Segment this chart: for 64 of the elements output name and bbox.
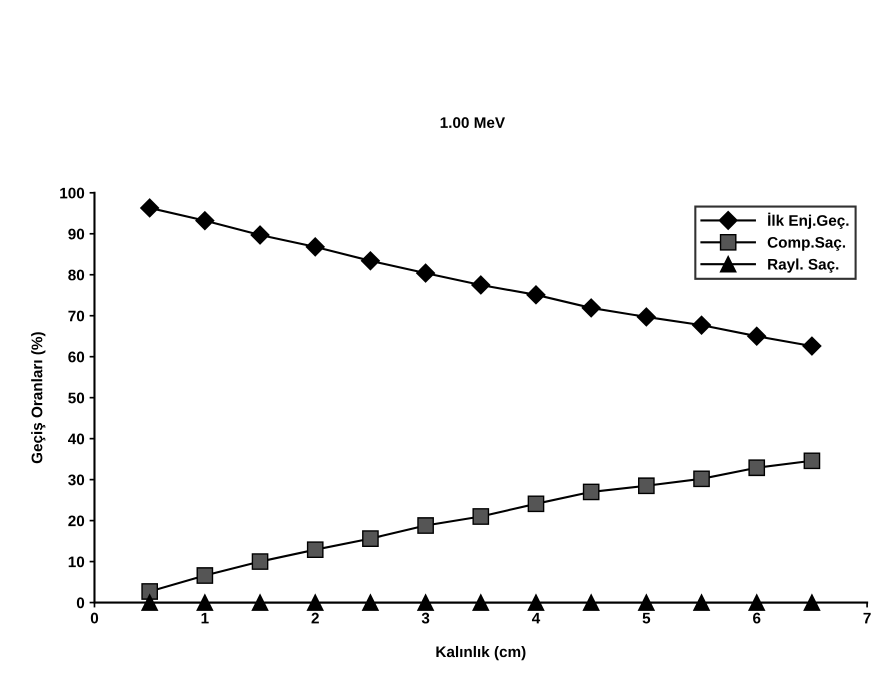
point: [636, 307, 656, 326]
point: [141, 594, 158, 611]
x-tick-label: 5: [642, 612, 650, 624]
legend-label: Rayl. Saç.: [768, 258, 838, 273]
point: [693, 470, 710, 488]
point: [802, 336, 822, 356]
point: [582, 298, 601, 318]
point: [141, 583, 158, 600]
point: [252, 553, 268, 570]
x-tick-label: 4: [532, 612, 540, 624]
point: [472, 594, 490, 611]
point: [804, 452, 820, 470]
point: [692, 316, 712, 335]
point: [360, 251, 380, 270]
y-tick-label: 20: [68, 515, 84, 526]
y-tick-label: 60: [68, 352, 84, 362]
point: [471, 275, 490, 295]
x-tick-label: 3: [422, 612, 430, 624]
point: [417, 517, 434, 534]
y-tick-label: 70: [68, 310, 84, 322]
point: [195, 211, 214, 230]
point: [362, 530, 379, 547]
point: [196, 567, 214, 584]
point: [638, 477, 655, 494]
y-tick-label: 50: [68, 392, 84, 404]
point: [747, 326, 766, 346]
point: [306, 541, 324, 558]
point: [416, 264, 436, 283]
point: [638, 594, 655, 611]
point: [140, 198, 160, 218]
y-tick-label: 80: [68, 270, 84, 280]
y-axis-title: Geçiş Oranları (%): [31, 332, 46, 464]
y-tick-label: 40: [68, 434, 84, 444]
point: [250, 225, 270, 245]
x-tick-label: 1: [202, 612, 209, 624]
point: [362, 594, 379, 611]
y-tick-label: 90: [68, 228, 84, 240]
x-tick-label: 0: [90, 612, 98, 624]
point: [693, 594, 710, 611]
x-tick-label: 6: [753, 612, 760, 624]
point: [748, 459, 766, 476]
point: [196, 594, 214, 611]
point: [804, 594, 820, 611]
point: [417, 594, 434, 611]
point: [472, 508, 490, 525]
point: [306, 237, 325, 256]
y-tick-label: 100: [60, 188, 84, 198]
point: [526, 285, 546, 304]
point: [528, 594, 544, 611]
point: [528, 495, 544, 512]
y-tick-label: 30: [68, 474, 84, 486]
legend-label: Comp.Saç.: [768, 236, 846, 251]
x-tick-label: 7: [864, 612, 871, 624]
y-tick-label: 0: [76, 597, 84, 608]
point: [748, 594, 766, 611]
legend-label: İlk Enj.Geç.: [768, 212, 848, 229]
x-axis-title: Kalınlık (cm): [436, 646, 526, 660]
point: [306, 594, 324, 611]
x-tick-label: 2: [312, 612, 319, 624]
point: [582, 594, 600, 611]
y-tick-label: 10: [68, 556, 84, 568]
point: [252, 594, 268, 611]
chart-title: 1.00 MeV: [440, 117, 505, 128]
point: [582, 484, 600, 500]
